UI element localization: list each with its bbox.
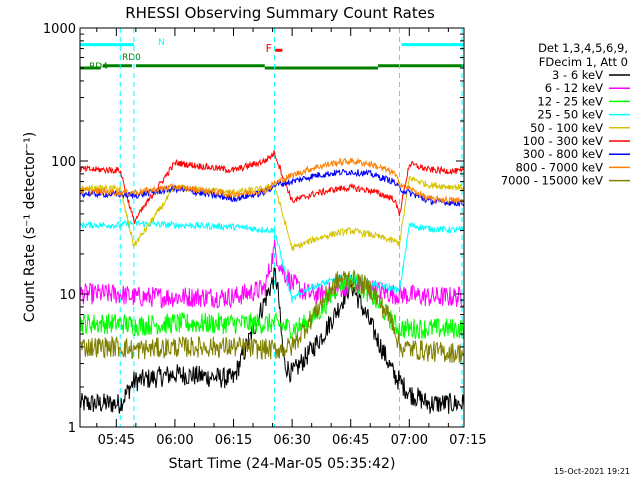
x-tick-label-7: 07:15 (449, 433, 486, 448)
y-tick-label-1: 1 (68, 421, 76, 436)
legend-label-9: 7000 - 15000 keV (501, 174, 603, 188)
legend-label-5: 50 - 100 keV (530, 121, 603, 135)
series-line-1 (79, 267, 465, 414)
legend-label-7: 300 - 800 keV (523, 147, 603, 161)
series-line-8 (79, 157, 465, 205)
legend-label-4: 25 - 50 keV (537, 108, 603, 122)
y-tick-label-4: 1000 (43, 22, 76, 37)
y-tick-label-3: 100 (51, 155, 76, 170)
legend-label-2: 6 - 12 keV (545, 81, 603, 95)
legend-label-1: 3 - 6 keV (552, 68, 603, 82)
observing-flags: N RD0 RD4 F (80, 38, 464, 72)
x-tick-label-4: 06:30 (273, 433, 310, 448)
night-boundaries (119, 28, 463, 427)
y-tick-label-2: 10 (59, 288, 76, 303)
chart-title: RHESSI Observing Summary Count Rates (125, 4, 435, 22)
legend-label-6: 100 - 300 keV (523, 134, 603, 148)
legend-label-8: 800 - 7000 keV (515, 160, 603, 174)
series-line-4 (79, 219, 465, 303)
x-tick-label-6: 07:00 (391, 433, 428, 448)
x-tick-label-3: 06:15 (215, 433, 252, 448)
x-axis-label: Start Time (24-Mar-05 05:35:42) (169, 456, 396, 472)
series-line-9 (80, 269, 465, 364)
timestamp: 15-Oct-2021 19:21 (554, 467, 630, 476)
flag-f-label: F (266, 42, 272, 55)
series-line-6 (79, 150, 465, 224)
x-tick-label-1: 05:45 (98, 433, 135, 448)
legend-header-line-2: FDecim 1, Att 0 (539, 55, 628, 69)
series-line-3 (79, 270, 465, 340)
flag-n-label: N (158, 38, 165, 48)
x-tick-label-2: 06:00 (156, 433, 193, 448)
y-axis: 1 10 100 1000 (43, 22, 464, 436)
series-line-7 (79, 168, 465, 207)
series-lines (79, 150, 465, 414)
x-axis: 05:45 06:00 06:15 06:30 06:45 07:00 07:15 (96, 28, 487, 448)
legend: Det 1,3,4,5,6,9, FDecim 1, Att 0 3 - 6 k… (501, 41, 630, 188)
legend-label-3: 12 - 25 keV (537, 94, 603, 108)
y-axis-label: Count Rate (s⁻¹ detector⁻¹) (22, 132, 38, 322)
plot-frame (79, 27, 465, 428)
x-tick-label-5: 06:45 (332, 433, 369, 448)
legend-header-line-1: Det 1,3,4,5,6,9, (538, 41, 628, 55)
flag-rd0-label: RD0 (122, 53, 141, 63)
flag-rd4-label: RD4 (89, 62, 108, 72)
